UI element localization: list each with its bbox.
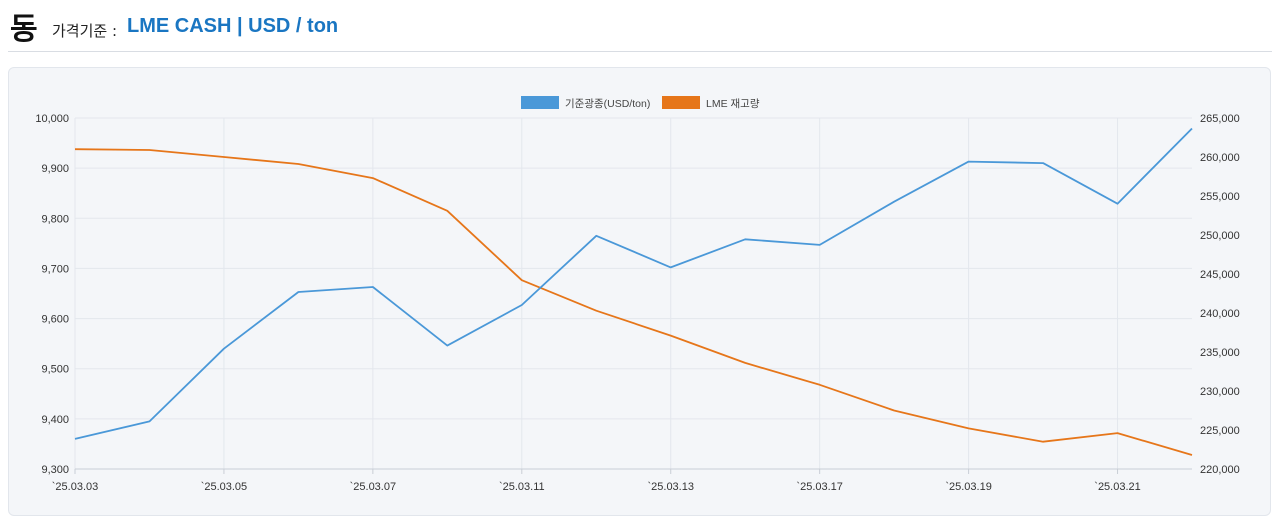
x-axis-tick-label: `25.03.17 — [796, 481, 842, 493]
legend-label: LME 재고량 — [706, 98, 760, 110]
left-axis-tick-label: 9,300 — [41, 464, 69, 476]
metal-title: 동 — [10, 12, 38, 47]
left-axis-tick-label: 10,000 — [35, 113, 69, 125]
x-axis-tick-label: `25.03.07 — [350, 481, 396, 493]
left-axis-tick-label: 9,700 — [41, 263, 69, 275]
x-axis-ticks: `25.03.03 `25.03.05 `25.03.07 `25.03.11 `25.… — [52, 481, 1141, 493]
legend-swatch — [662, 96, 700, 109]
left-axis-ticks: 9,300 9,400 9,500 9,600 9,700 9,800 9,900 10,00… — [35, 113, 69, 476]
x-axis-tick-label: `25.03.13 — [647, 481, 693, 493]
right-axis-tick-label: 255,000 — [1200, 191, 1240, 203]
x-axis-tick-label: `25.03.19 — [945, 481, 991, 493]
right-axis-tick-label: 250,000 — [1200, 230, 1240, 242]
right-axis-ticks: 220,000 225,000 230,000 235,000 240,000 245,0… — [1200, 113, 1240, 476]
price-inventory-line-chart: 9,300 9,400 9,500 9,600 9,700 9,800 9,900 10,00… — [35, 96, 1240, 493]
legend-label: 기준광종(USD/ton) — [565, 98, 650, 110]
series-lines — [74, 127, 1193, 456]
left-axis-tick-label: 9,900 — [41, 163, 69, 175]
right-axis-tick-label: 220,000 — [1200, 464, 1240, 476]
left-axis-tick-label: 9,500 — [41, 364, 69, 376]
right-axis-tick-label: 260,000 — [1200, 152, 1240, 164]
x-axis-tick-label: `25.03.21 — [1094, 481, 1140, 493]
x-axis-tick-label: `25.03.05 — [201, 481, 247, 493]
inventory-series-line — [74, 148, 1193, 456]
x-axis-tick-label: `25.03.03 — [52, 481, 98, 493]
legend-swatch — [521, 96, 559, 109]
right-axis-tick-label: 265,000 — [1200, 113, 1240, 125]
right-axis-tick-label: 230,000 — [1200, 386, 1240, 398]
price-basis-label: 가격기준 : — [52, 22, 118, 40]
price-series-line — [74, 127, 1193, 440]
x-axis-tick-label: `25.03.11 — [499, 481, 545, 493]
price-basis-value: LME CASH | USD / ton — [127, 15, 339, 37]
right-axis-tick-label: 240,000 — [1200, 308, 1240, 320]
right-axis-tick-label: 235,000 — [1200, 347, 1240, 359]
right-axis-tick-label: 245,000 — [1200, 269, 1240, 281]
chart-legend: 기준광종(USD/ton) LME 재고량 — [521, 96, 760, 110]
chart-panel: 9,300 9,400 9,500 9,600 9,700 9,800 9,900 10,00… — [8, 67, 1271, 516]
left-axis-tick-label: 9,600 — [41, 314, 69, 326]
page-header: 동 가격기준 : LME CASH | USD / ton — [8, 0, 1272, 52]
left-axis-tick-label: 9,400 — [41, 414, 69, 426]
left-axis-tick-label: 9,800 — [41, 213, 69, 225]
grid-lines — [74, 117, 1192, 474]
right-axis-tick-label: 225,000 — [1200, 425, 1240, 437]
